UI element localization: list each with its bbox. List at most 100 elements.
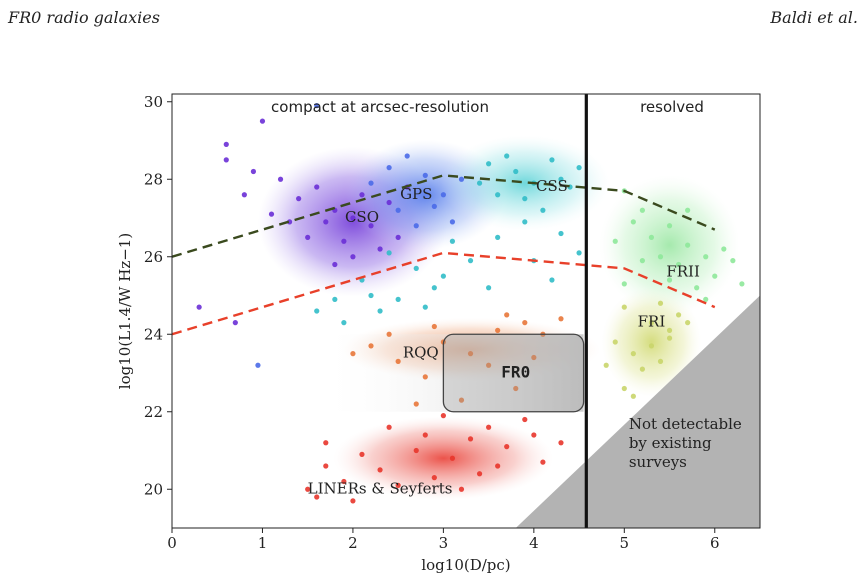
x-tick-label: 2 xyxy=(348,534,358,552)
x-tick-label: 1 xyxy=(258,534,268,552)
data-point xyxy=(549,277,555,283)
data-point xyxy=(549,157,555,163)
data-point xyxy=(621,385,627,392)
data-point xyxy=(241,192,247,198)
data-point xyxy=(377,246,383,252)
data-point xyxy=(449,219,456,225)
red-dashed-line xyxy=(172,251,716,336)
data-point xyxy=(422,304,428,310)
data-point xyxy=(368,180,374,186)
data-point xyxy=(486,424,492,430)
region-label-fri: FRI xyxy=(638,313,666,331)
data-point xyxy=(350,254,356,260)
data-point xyxy=(495,463,501,469)
region-label-css: CSS xyxy=(536,177,568,195)
data-point xyxy=(703,296,709,302)
x-tick-label: 4 xyxy=(529,534,539,552)
data-point xyxy=(287,219,293,225)
data-point xyxy=(422,172,428,178)
data-point xyxy=(431,323,437,330)
data-point xyxy=(531,354,537,361)
fr0-shaded-band xyxy=(316,334,584,412)
data-point xyxy=(540,459,546,465)
data-point xyxy=(413,265,419,271)
data-point xyxy=(377,308,383,314)
data-point xyxy=(332,261,338,268)
plot-frame xyxy=(171,93,761,529)
not-detectable-label-line: Not detectable xyxy=(629,415,742,433)
page-authors: Baldi et al. xyxy=(770,8,858,27)
y-tick-label: 28 xyxy=(144,170,163,188)
data-point xyxy=(277,176,284,182)
data-point xyxy=(449,238,456,244)
data-point xyxy=(666,223,673,229)
data-point xyxy=(332,296,338,302)
data-point xyxy=(476,180,483,186)
data-point xyxy=(386,199,392,206)
y-tick-label: 20 xyxy=(144,480,163,498)
region-label-gps: GPS xyxy=(400,185,432,203)
not-detectable-label-line: surveys xyxy=(629,453,687,471)
data-point xyxy=(703,254,709,260)
data-point xyxy=(685,242,691,248)
data-point xyxy=(576,250,582,256)
data-point xyxy=(540,207,546,213)
density-region-0 xyxy=(333,416,554,501)
data-point xyxy=(368,223,374,229)
y-tick-label: 24 xyxy=(144,325,163,343)
data-point xyxy=(630,219,636,225)
data-point xyxy=(685,320,691,326)
data-point xyxy=(368,292,374,299)
data-point xyxy=(395,358,401,364)
data-point xyxy=(395,296,401,302)
data-point xyxy=(630,393,636,399)
data-point xyxy=(431,203,437,209)
data-point xyxy=(639,366,646,372)
fr0-box xyxy=(442,333,585,413)
data-point xyxy=(314,494,320,500)
data-point xyxy=(377,467,383,473)
top-label-compact: compact at arcsec-resolution xyxy=(271,98,489,116)
data-point xyxy=(504,153,510,159)
region-label-fr0: FR0 xyxy=(501,363,530,382)
data-point xyxy=(657,358,664,364)
data-point xyxy=(341,478,347,485)
data-point xyxy=(440,273,446,279)
data-point xyxy=(350,351,356,357)
data-point xyxy=(666,327,673,333)
data-point xyxy=(612,339,618,345)
data-point xyxy=(323,440,329,446)
data-point xyxy=(413,223,419,229)
not-detectable-region xyxy=(515,295,760,528)
y-tick-label: 30 xyxy=(144,93,163,111)
data-point xyxy=(341,320,347,326)
data-point xyxy=(657,254,664,260)
data-point xyxy=(359,451,365,457)
data-point xyxy=(422,374,428,380)
data-point xyxy=(255,362,261,368)
data-point xyxy=(495,234,501,240)
data-point xyxy=(675,312,682,318)
data-point xyxy=(250,168,257,175)
y-tick-label: 22 xyxy=(144,403,163,421)
data-point xyxy=(495,327,501,333)
data-point xyxy=(440,192,446,198)
data-point xyxy=(576,165,582,171)
data-point xyxy=(648,234,655,240)
data-point xyxy=(739,281,745,287)
region-label-rqq: RQQ xyxy=(403,344,439,362)
data-point xyxy=(531,432,537,438)
data-point xyxy=(386,424,392,430)
x-tick-label: 0 xyxy=(167,534,177,552)
density-region-5 xyxy=(599,175,740,316)
data-point xyxy=(467,351,474,357)
data-point xyxy=(458,486,465,492)
page-running-title: FR0 radio galaxies xyxy=(8,8,160,27)
data-point xyxy=(513,168,519,175)
data-point xyxy=(558,230,564,237)
data-point xyxy=(639,258,646,264)
data-point xyxy=(386,331,392,337)
data-point xyxy=(395,234,401,240)
data-point xyxy=(395,482,401,488)
